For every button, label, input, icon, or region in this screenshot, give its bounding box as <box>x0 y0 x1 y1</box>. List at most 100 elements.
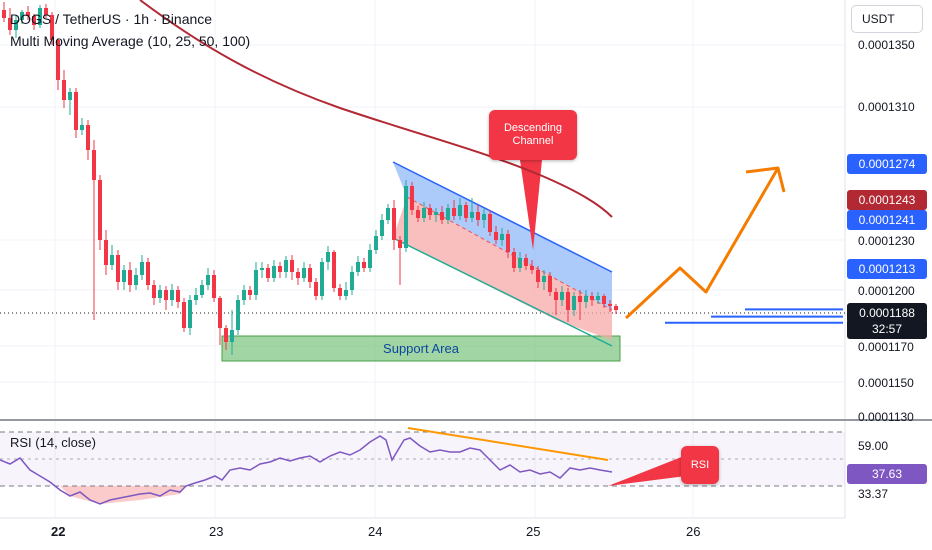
candle-body <box>152 285 156 298</box>
rsi-divergence-line <box>407 427 609 461</box>
candle-body <box>284 260 288 272</box>
candle-body <box>488 214 492 232</box>
candle-body <box>38 8 42 25</box>
rsi-tick: 33.37 <box>858 487 889 501</box>
candle-body <box>164 290 168 300</box>
candle-body <box>212 275 216 298</box>
candle-body <box>182 302 186 328</box>
candlesticks <box>2 2 618 355</box>
candle-body <box>548 276 552 292</box>
time-tick: 23 <box>209 524 224 539</box>
candle-body <box>200 285 204 295</box>
candle-body <box>380 220 384 236</box>
candle-body <box>224 328 228 342</box>
indicator-title[interactable]: Multi Moving Average (10, 25, 50, 100) <box>10 33 251 49</box>
candle-body <box>338 288 342 296</box>
candle-body <box>278 266 282 272</box>
descending-channel-callout: Descending Channel <box>489 110 577 160</box>
candle-body <box>524 258 528 266</box>
candle-body <box>614 306 618 310</box>
candle-body <box>368 250 372 268</box>
support-area <box>221 335 621 362</box>
time-tick: 22 <box>51 524 66 539</box>
candle-body <box>326 252 330 262</box>
candle-body <box>494 232 498 240</box>
candle-body <box>404 186 408 248</box>
candle-body <box>578 296 582 302</box>
price-tag-ma: 0.0001243 <box>847 190 927 210</box>
candle-body <box>518 258 522 268</box>
candle-body <box>566 292 570 310</box>
candle-body <box>314 282 318 296</box>
candle-body <box>230 330 234 342</box>
rsi-oversold-fill <box>60 486 186 504</box>
rsi-current-tag: 37.63 <box>847 464 927 484</box>
candle-body <box>422 208 426 218</box>
rsi-callout: RSI <box>681 446 719 484</box>
price-tick: 0.0001170 <box>858 340 914 354</box>
candle-body <box>434 212 438 215</box>
candle-body <box>554 292 558 300</box>
candle-body <box>236 300 240 330</box>
bar-countdown: 32:57 <box>847 319 927 339</box>
candle-body <box>14 20 18 30</box>
candle-body <box>560 292 564 300</box>
candle-body <box>440 212 444 220</box>
candle-body <box>512 252 516 268</box>
candle-body <box>428 208 432 215</box>
rsi-tick: 59.00 <box>858 439 889 453</box>
candle-body <box>392 208 396 240</box>
candle-body <box>26 12 30 16</box>
candle-body <box>386 208 390 220</box>
candle-body <box>500 234 504 240</box>
price-tick: 0.0001200 <box>858 284 915 298</box>
candle-body <box>194 295 198 300</box>
candle-body <box>2 10 6 18</box>
channel-top-line <box>392 161 613 273</box>
time-tick: 24 <box>368 524 383 539</box>
callout-pointer <box>520 160 542 250</box>
candle-body <box>470 212 474 218</box>
projection-path <box>624 167 780 320</box>
candle-body <box>62 80 66 100</box>
candle-body <box>584 296 588 302</box>
candle-body <box>536 270 540 282</box>
candle-body <box>80 125 84 130</box>
candle-body <box>104 240 108 265</box>
candle-body <box>32 16 36 25</box>
currency-button[interactable]: USDT <box>851 5 923 33</box>
candle-body <box>344 290 348 296</box>
candle-body <box>146 262 150 285</box>
candle-body <box>362 262 366 268</box>
candle-body <box>218 298 222 328</box>
candle-body <box>458 205 462 216</box>
candle-body <box>92 150 96 180</box>
candle-body <box>254 270 258 295</box>
candle-body <box>206 275 210 285</box>
candle-body <box>296 272 300 278</box>
candle-body <box>302 268 306 278</box>
rsi-title[interactable]: RSI (14, close) <box>10 435 96 450</box>
candle-body <box>596 296 600 300</box>
candle-body <box>8 18 12 30</box>
candle-body <box>170 290 174 300</box>
candle-body <box>44 8 48 15</box>
rsi-callout-pointer <box>608 456 686 486</box>
price-tag-target-1: 0.0001213 <box>847 259 927 279</box>
price-tick: 0.0001130 <box>858 410 914 424</box>
time-tick: 26 <box>686 524 701 539</box>
candle-body <box>122 270 126 282</box>
time-tick: 25 <box>526 524 541 539</box>
candle-body <box>158 290 162 298</box>
support-rect <box>221 335 621 362</box>
moving-average-100 <box>139 0 613 218</box>
candle-body <box>176 290 180 302</box>
candle-body <box>56 40 60 80</box>
candle-body <box>452 208 456 216</box>
candle-body <box>350 272 354 290</box>
ma-100-line <box>139 0 613 218</box>
candle-body <box>542 276 546 282</box>
candle-body <box>188 300 192 328</box>
symbol-title[interactable]: DOGS / TetherUS · 1h · Binance <box>10 11 213 27</box>
